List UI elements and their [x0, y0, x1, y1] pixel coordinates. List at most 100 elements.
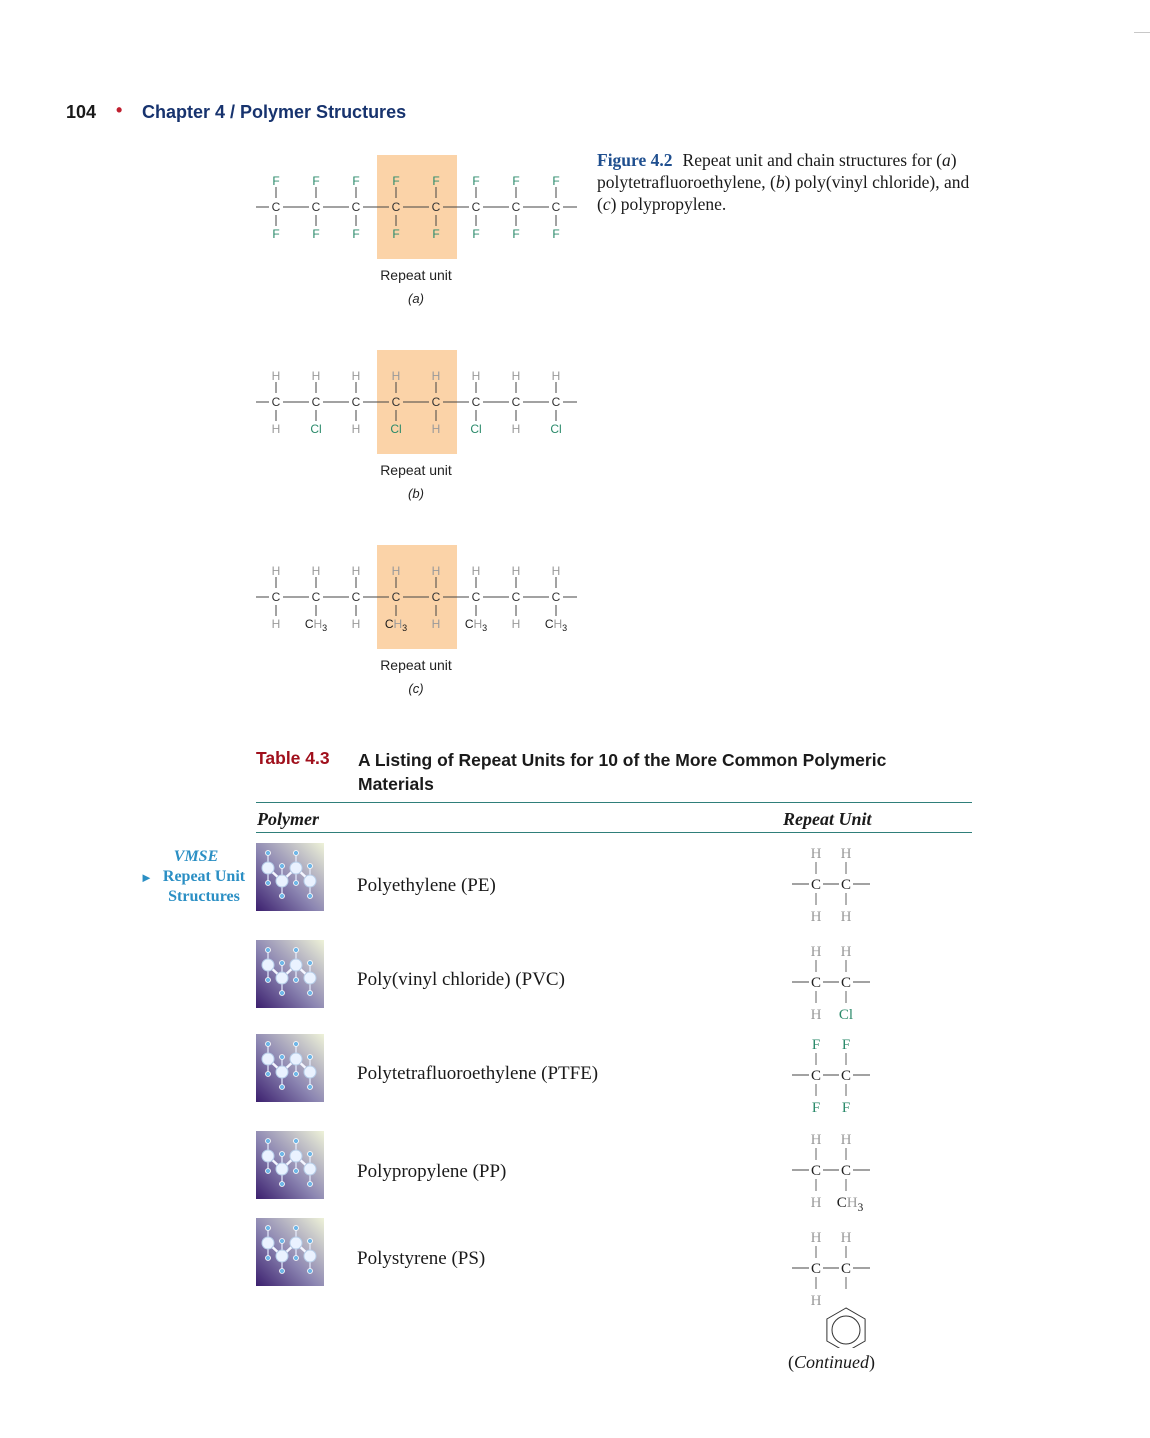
- polymer-name-pvc: Poly(vinyl chloride) (PVC): [357, 969, 565, 991]
- carbon-atom: C: [841, 1068, 851, 1084]
- vmse-link-line2[interactable]: Structures: [140, 887, 252, 907]
- carbon-atom: C: [552, 200, 561, 214]
- repeat-unit-label: Repeat unit: [380, 462, 452, 478]
- polymer-name-ps: Polystyrene (PS): [357, 1248, 485, 1270]
- carbon-atom: C: [841, 1261, 851, 1277]
- panel-letter: (c): [408, 681, 423, 696]
- carbon-atom: C: [811, 1163, 821, 1179]
- top-atom: H: [512, 564, 521, 578]
- top-atom: H: [552, 564, 561, 578]
- vmse-sidebar[interactable]: VMSE ► Repeat Unit Structures: [140, 847, 252, 907]
- continued-close: ): [869, 1352, 875, 1372]
- carbon-atom: C: [552, 395, 561, 409]
- bottom-atom-1: H: [811, 1195, 822, 1211]
- bottom-atom-1: F: [812, 1100, 820, 1116]
- vmse-link-line1[interactable]: Repeat Unit: [140, 867, 252, 887]
- top-atom: F: [352, 174, 359, 188]
- carbon-atom: C: [312, 590, 321, 604]
- corner-mark: [1134, 32, 1150, 33]
- chapter-title: Chapter 4 / Polymer Structures: [142, 102, 406, 123]
- figure-4-2-structures: CFFCFFCFFCFFCFFCFFCFFCFFRepeat unit(a)CH…: [240, 140, 590, 720]
- caption-letter-c: c: [603, 194, 611, 214]
- polymer-name-pe: Polyethylene (PE): [357, 875, 496, 897]
- top-atom: H: [512, 369, 521, 383]
- bottom-atom: CH3: [545, 617, 567, 633]
- top-atom-1: H: [811, 1132, 822, 1148]
- bottom-atom-1: H: [811, 1007, 822, 1023]
- bottom-atom: F: [312, 227, 319, 241]
- bottom-atom: H: [432, 422, 441, 436]
- top-atom-1: F: [812, 1037, 820, 1053]
- vmse-label: VMSE: [140, 847, 252, 867]
- repeat-unit-4: H HC CH: [792, 1230, 870, 1348]
- carbon-atom: C: [472, 200, 481, 214]
- bottom-atom-2: F: [842, 1100, 850, 1116]
- repeat-unit-0: H HC CH H: [792, 846, 870, 925]
- bottom-atom: H: [432, 617, 441, 631]
- top-atom: F: [272, 174, 279, 188]
- top-atom-2: H: [841, 1132, 852, 1148]
- carbon-atom: C: [432, 200, 441, 214]
- top-atom: H: [432, 369, 441, 383]
- carbon-atom: C: [841, 975, 851, 991]
- top-atom: F: [312, 174, 319, 188]
- top-atom-2: F: [842, 1037, 850, 1053]
- repeat-unit-3: H HC CH CH3: [792, 1132, 870, 1214]
- page-number: 104: [66, 102, 96, 123]
- carbon-atom: C: [552, 590, 561, 604]
- molecule-thumbnail-icon[interactable]: [256, 1218, 324, 1286]
- caption-part: ) polypropylene.: [611, 194, 727, 214]
- right-triangle-icon: ►: [140, 868, 153, 888]
- molecule-thumbnail-icon[interactable]: [256, 843, 324, 911]
- bottom-atom: Cl: [550, 422, 561, 436]
- carbon-atom: C: [272, 590, 281, 604]
- bottom-atom-1: H: [811, 909, 822, 925]
- table-top-rule: [256, 802, 972, 803]
- top-atom-1: H: [811, 846, 822, 862]
- carbon-atom: C: [272, 200, 281, 214]
- bottom-atom: H: [272, 617, 281, 631]
- carbon-atom: C: [432, 590, 441, 604]
- bottom-atom: Cl: [390, 422, 401, 436]
- repeat-unit-1: H HC CH Cl: [792, 944, 870, 1023]
- carbon-atom: C: [392, 590, 401, 604]
- caption-letter-b: b: [776, 172, 785, 192]
- top-atom: H: [552, 369, 561, 383]
- bottom-atom: CH3: [465, 617, 487, 633]
- carbon-atom: C: [512, 395, 521, 409]
- repeat-unit-label: Repeat unit: [380, 267, 452, 283]
- carbon-atom: C: [841, 877, 851, 893]
- molecule-thumbnail-icon[interactable]: [256, 940, 324, 1008]
- carbon-atom: C: [811, 1261, 821, 1277]
- continued-word: Continued: [794, 1352, 869, 1372]
- top-atom: H: [272, 369, 281, 383]
- polymer-name-pp: Polypropylene (PP): [357, 1161, 506, 1183]
- table-header-rule: [256, 832, 972, 833]
- top-atom: H: [352, 564, 361, 578]
- carbon-atom: C: [392, 200, 401, 214]
- figure-caption: Figure 4.2 Repeat unit and chain structur…: [597, 149, 977, 215]
- caption-part: Repeat unit and chain structures for (: [683, 150, 943, 170]
- molecule-thumbnail-icon[interactable]: [256, 1131, 324, 1199]
- bottom-atom: H: [272, 422, 281, 436]
- top-atom: F: [432, 174, 439, 188]
- top-atom: H: [472, 564, 481, 578]
- top-atom-2: H: [841, 944, 852, 960]
- carbon-atom: C: [472, 590, 481, 604]
- top-atom: H: [352, 369, 361, 383]
- bottom-atom: CH3: [305, 617, 327, 633]
- bottom-atom-1: H: [811, 1293, 822, 1309]
- bottom-atom: F: [352, 227, 359, 241]
- benzene-inner-circle: [832, 1316, 860, 1344]
- carbon-atom: C: [312, 200, 321, 214]
- header-bullet: •: [116, 100, 122, 121]
- bottom-atom: F: [512, 227, 519, 241]
- bottom-atom: H: [512, 617, 521, 631]
- bottom-atom-2: Cl: [839, 1007, 853, 1023]
- molecule-thumbnail-icon[interactable]: [256, 1034, 324, 1102]
- carbon-atom: C: [841, 1163, 851, 1179]
